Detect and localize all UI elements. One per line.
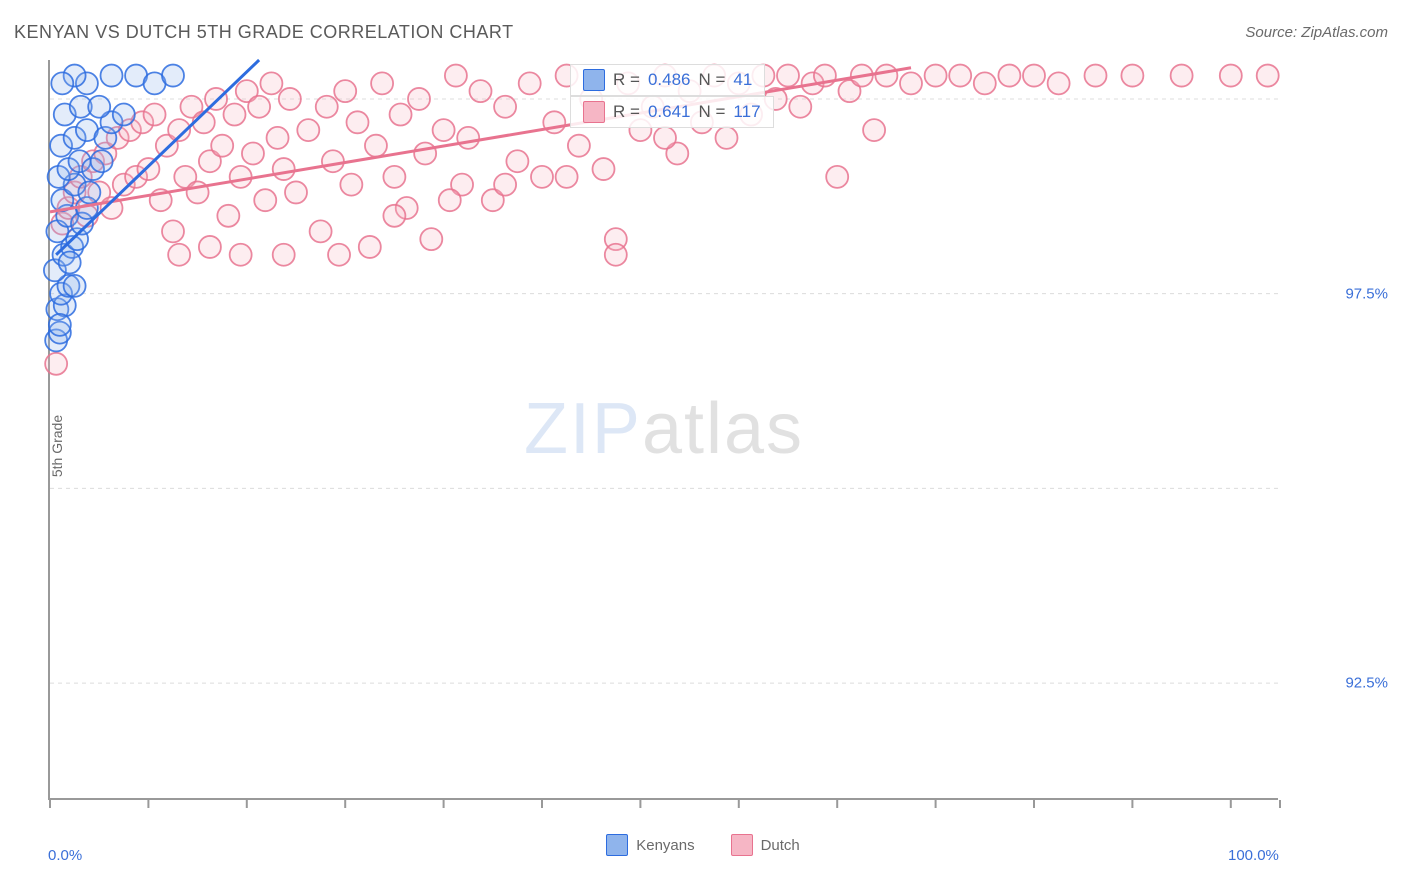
r-label: R = <box>613 70 640 90</box>
chart-title: KENYAN VS DUTCH 5TH GRADE CORRELATION CH… <box>14 22 514 43</box>
legend: Kenyans Dutch <box>0 834 1406 860</box>
n-label: N = <box>698 70 725 90</box>
series-swatch-icon <box>583 101 605 123</box>
legend-label: Kenyans <box>636 837 694 854</box>
r-value: 0.641 <box>648 102 691 122</box>
source-name: ZipAtlas.com <box>1301 24 1388 41</box>
r-label: R = <box>613 102 640 122</box>
source-prefix: Source: <box>1245 24 1301 41</box>
r-value: 0.486 <box>648 70 691 90</box>
y-tick-label: 92.5% <box>1345 675 1388 692</box>
correlation-stat-box: R = 0.486 N = 41 <box>570 64 765 96</box>
legend-swatch-icon <box>606 834 628 856</box>
legend-item: Dutch <box>731 834 800 856</box>
correlation-stat-box: R = 0.641 N = 117 <box>570 96 774 128</box>
n-label: N = <box>698 102 725 122</box>
legend-swatch-icon <box>731 834 753 856</box>
chart-source: Source: ZipAtlas.com <box>1245 24 1388 41</box>
legend-item: Kenyans <box>606 834 694 856</box>
n-value: 117 <box>733 102 760 122</box>
series-swatch-icon <box>583 69 605 91</box>
legend-label: Dutch <box>761 837 800 854</box>
y-tick-label: 97.5% <box>1345 285 1388 302</box>
n-value: 41 <box>733 70 752 90</box>
plot-area: ZIPatlas <box>48 60 1278 800</box>
scatter-svg <box>50 60 1280 800</box>
